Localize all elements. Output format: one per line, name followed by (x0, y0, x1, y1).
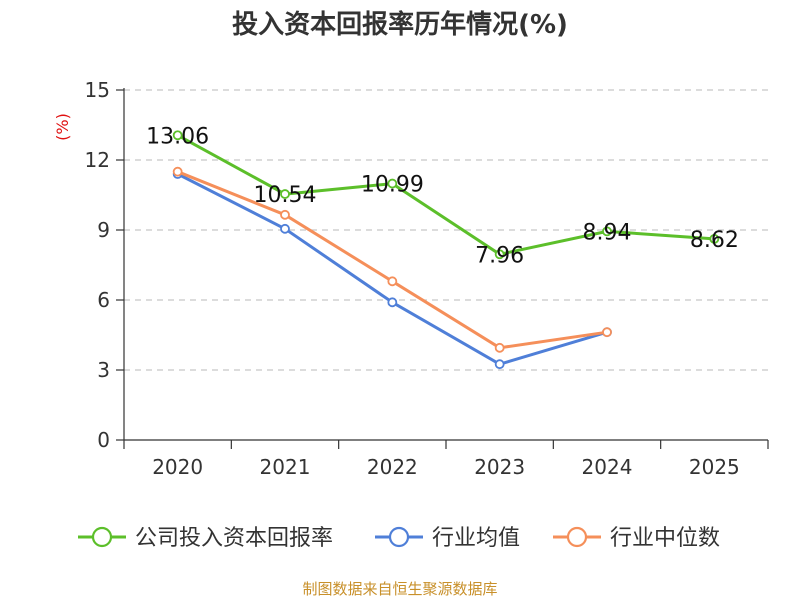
data-label-2021: 10.54 (254, 183, 317, 208)
x-tick-label-2021: 2021 (260, 455, 311, 479)
point-0-2022 (387, 178, 398, 189)
legend-label-1: 行业均值 (432, 526, 520, 551)
point-0-2021 (280, 189, 290, 199)
point-0-2025 (709, 233, 720, 244)
point-2-2022 (387, 276, 398, 287)
legend[interactable]: 公司投入资本回报率 行业均值 行业中位数 (78, 526, 720, 551)
axes (123, 88, 768, 441)
data-label-2024: 8.94 (583, 220, 632, 245)
data-label-2025: 8.62 (690, 228, 739, 253)
data-label-2020: 13.06 (146, 124, 209, 149)
source-note: 制图数据来自恒生聚源数据库 (302, 580, 497, 598)
legend-marker-2 (566, 526, 588, 548)
series-group (172, 130, 720, 370)
point-0-2023 (494, 249, 505, 260)
point-1-2022 (387, 297, 398, 308)
series-line-2 (177, 170, 608, 350)
series-line-0 (176, 133, 715, 256)
legend-label-2: 行业中位数 (610, 526, 720, 551)
point-2-2024 (602, 327, 612, 338)
x-tick-label-2025: 2025 (689, 455, 740, 479)
point-2-2021 (280, 209, 290, 220)
data-labels: 13.06 10.54 10.99 7.96 8.94 8.62 (146, 124, 739, 268)
y-tick-label-3: 3 (97, 358, 110, 382)
x-tick-label-2023: 2023 (474, 455, 525, 479)
legend-marker-0 (91, 526, 113, 548)
y-axis-ticks: 0 3 6 9 12 15 (85, 78, 124, 452)
x-tick-label-2020: 2020 (152, 455, 203, 479)
x-axis-ticks: 2020 2021 2022 2023 2024 2025 (123, 440, 769, 479)
data-label-2022: 10.99 (361, 173, 424, 198)
data-label-2023: 7.96 (475, 243, 524, 268)
point-2-2020 (172, 166, 183, 177)
chart-title: 投入资本回报率历年情况(%) (232, 9, 568, 40)
legend-label-0: 公司投入资本回报率 (135, 526, 333, 551)
point-1-2021 (280, 223, 290, 234)
y-tick-label-6: 6 (97, 288, 110, 312)
y-tick-label-9: 9 (97, 218, 110, 242)
point-0-2024 (602, 226, 612, 237)
x-tick-label-2022: 2022 (367, 455, 418, 479)
grid-lines (124, 89, 768, 371)
legend-marker-1 (388, 526, 410, 548)
y-tick-label-12: 12 (85, 148, 110, 172)
point-2-2023 (494, 342, 505, 353)
point-0-2020 (172, 130, 183, 141)
point-1-2023 (494, 359, 505, 370)
y-tick-label-15: 15 (85, 78, 110, 102)
series-line-1 (177, 172, 608, 366)
y-tick-label-0: 0 (97, 428, 110, 452)
x-tick-label-2024: 2024 (582, 455, 633, 479)
y-axis-unit-label: (%) (53, 113, 72, 141)
